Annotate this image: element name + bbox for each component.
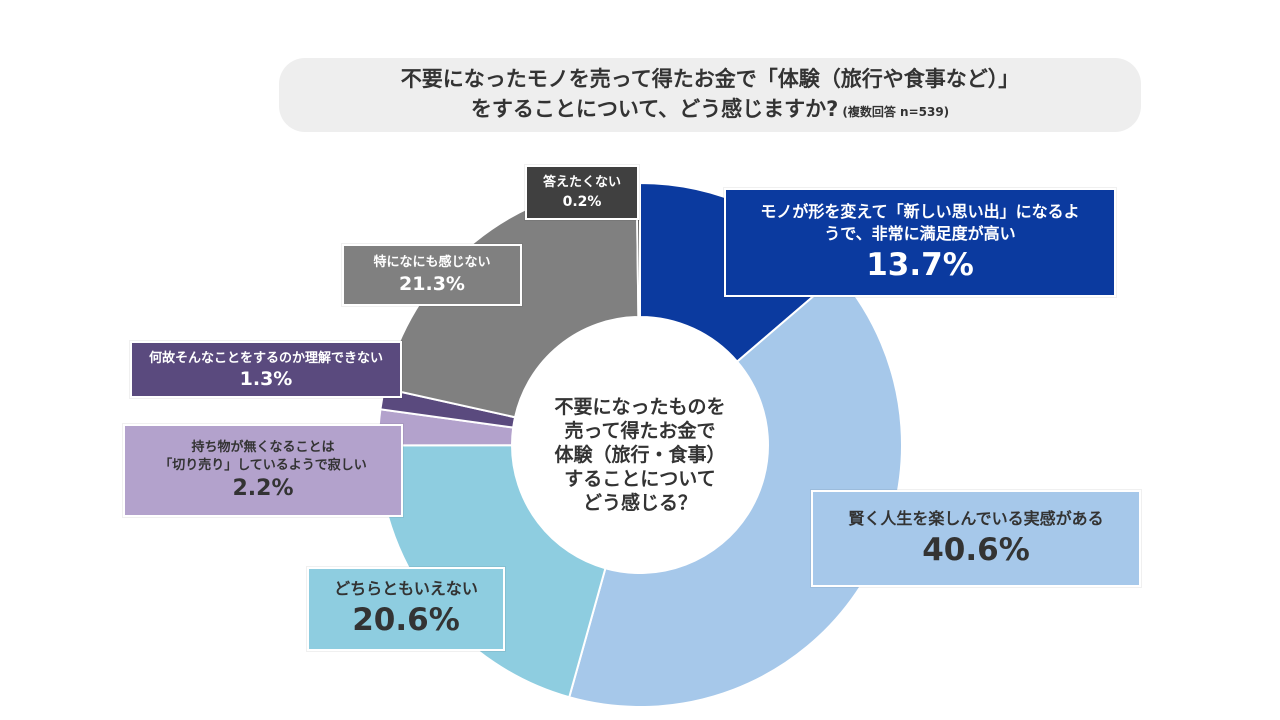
slice-label-box-6: 答えたくない 0.2%	[525, 165, 639, 220]
chart-title-box: 不要になったモノを売って得たお金で「体験（旅行や食事など）」 をすることについて…	[279, 58, 1141, 132]
slice-label-3: 持ち物が無くなることは 「切り売り」しているようで寂しい	[159, 439, 367, 473]
slice-label-box-2: どちらともいえない 20.6%	[307, 567, 505, 651]
slice-label-0: モノが形を変えて「新しい思い出」になるよ うで、非常に満足度が高い	[760, 201, 1080, 243]
slice-label-2: どちらともいえない	[334, 579, 478, 598]
slice-value-3: 2.2%	[232, 475, 294, 501]
slice-value-5: 21.3%	[399, 273, 465, 295]
slice-label-box-3: 持ち物が無くなることは 「切り売り」しているようで寂しい 2.2%	[123, 424, 403, 517]
chart-title-note: (複数回答 n=539)	[842, 104, 950, 119]
chart-title-line-2: をすることについて、どう感じますか? (複数回答 n=539)	[471, 94, 949, 127]
slice-value-1: 40.6%	[922, 531, 1030, 568]
chart-title-line-2-text: をすることについて、どう感じますか?	[470, 96, 839, 121]
slice-label-1: 賢く人生を楽しんでいる実感がある	[848, 508, 1104, 528]
donut-center-label: 不要になったものを 売って得たお金で 体験（旅行・食事） することについて どう…	[554, 396, 726, 514]
slice-label-box-1: 賢く人生を楽しんでいる実感がある 40.6%	[811, 490, 1141, 587]
slice-value-2: 20.6%	[352, 602, 460, 638]
slice-value-6: 0.2%	[562, 193, 602, 210]
slice-label-4: 何故そんなことをするのか理解できない	[148, 350, 383, 366]
slice-label-box-4: 何故そんなことをするのか理解できない 1.3%	[130, 341, 402, 398]
slice-label-box-0: モノが形を変えて「新しい思い出」になるよ うで、非常に満足度が高い 13.7%	[724, 188, 1116, 297]
slice-value-0: 13.7%	[866, 246, 974, 283]
donut-hole	[512, 317, 768, 573]
slice-label-6: 答えたくない	[542, 174, 621, 190]
chart-title-line-1: 不要になったモノを売って得たお金で「体験（旅行や食事など）」	[400, 66, 1020, 91]
slice-label-box-5: 特になにも感じない 21.3%	[342, 244, 522, 306]
slice-value-4: 1.3%	[239, 367, 293, 390]
slice-label-5: 特になにも感じない	[373, 255, 491, 270]
